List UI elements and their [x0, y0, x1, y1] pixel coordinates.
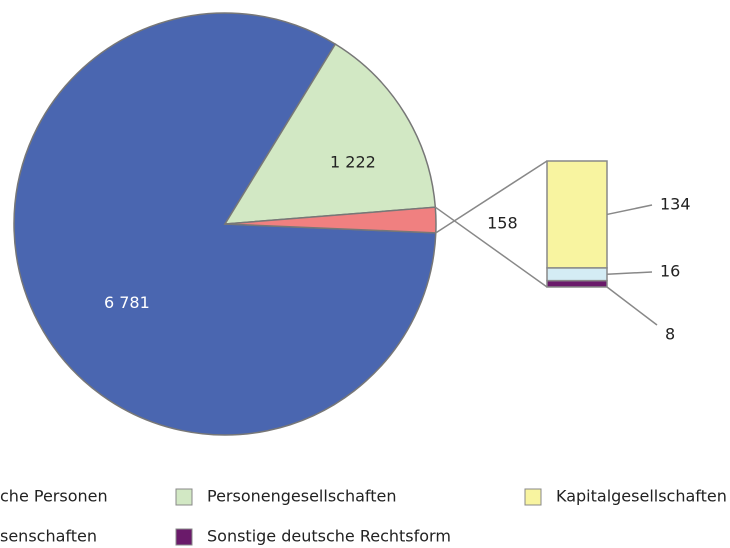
bar-segment — [546, 160, 608, 269]
legend-label: Personengesellschaften — [207, 487, 397, 506]
leader-line — [606, 204, 653, 216]
legend-swatch — [524, 488, 542, 506]
leader-line — [606, 286, 658, 326]
leader-line — [606, 271, 653, 275]
bar-segment — [546, 279, 608, 288]
legend-label: Kapitalgesellschaften — [556, 487, 727, 506]
legend-label: Sonstige deutsche Rechtsform — [207, 527, 451, 546]
bar-label: 134 — [660, 195, 691, 214]
legend-swatch — [175, 528, 193, 546]
slice-label: 1 222 — [330, 152, 376, 171]
pie-slice — [223, 43, 437, 225]
slice-label: 6 781 — [104, 293, 150, 312]
bar-label: 8 — [665, 325, 675, 344]
bar-label: 16 — [660, 262, 680, 281]
legend-swatch — [175, 488, 193, 506]
bar-segment — [546, 267, 608, 282]
legend-label: senschaften — [0, 527, 97, 546]
slice-label: 158 — [487, 214, 518, 233]
connector — [434, 206, 548, 288]
legend-label: che Personen — [0, 487, 108, 506]
